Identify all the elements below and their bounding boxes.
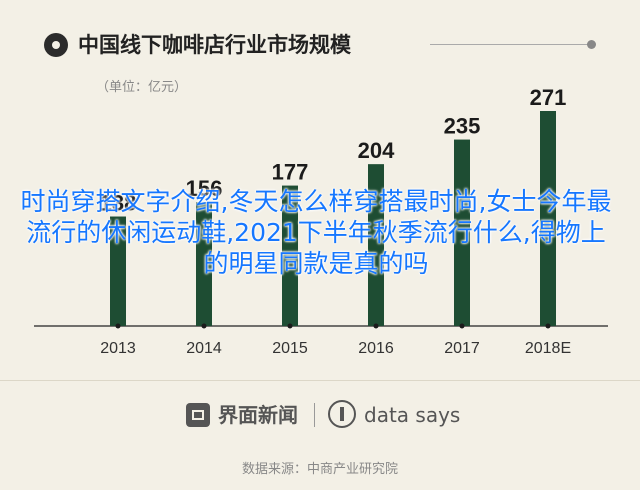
tick-mark-2017: [459, 323, 465, 329]
tick-mark-2016: [373, 323, 379, 329]
bar-2015: [282, 185, 298, 326]
title-row: 中国线下咖啡店行业市场规模: [44, 30, 604, 60]
tick-mark-2013: [115, 323, 121, 329]
title-end-dot: [587, 40, 596, 49]
data-label-2017: 235: [444, 114, 481, 139]
data-label-2013: 138: [100, 191, 137, 216]
tick-label-2017: 2017: [444, 340, 480, 357]
tick-label-2014: 2014: [186, 340, 222, 357]
tick-label-2018E: 2018E: [525, 340, 571, 357]
bar-2017: [454, 139, 470, 326]
overlay-caption: 时尚穿搭文字介绍,冬天怎么样穿搭最时尚,女士今年最流行的休闲运动鞋,2021下半…: [20, 187, 612, 278]
data-label-2018E: 271: [530, 85, 567, 110]
tick-mark-2014: [201, 323, 207, 329]
tick-label-2015: 2015: [272, 340, 308, 357]
tick-label-2013: 2013: [100, 340, 136, 357]
jiemian-logo-icon: [186, 403, 210, 427]
tick-mark-2015: [287, 323, 293, 329]
bar-2014: [196, 202, 212, 326]
target-dot-icon: [44, 33, 68, 57]
source-note: 数据来源：中商产业研究院: [241, 462, 398, 477]
brand-bar: 界面新闻 data says: [186, 399, 486, 433]
data-label-2015: 177: [272, 160, 309, 185]
bar-2013: [110, 216, 126, 326]
bar-chart: 138 2013 156 2014 177 2015 204 2016 235 2017 271 20…: [34, 85, 608, 357]
bar-2018E: [540, 111, 556, 326]
data-label-2014: 156: [186, 176, 223, 201]
footer-divider: [0, 380, 640, 381]
brand-separator: [314, 403, 315, 427]
data-label-2016: 204: [358, 138, 395, 163]
unit-label: （单位：亿元）: [96, 80, 188, 95]
data-says-name: data says: [364, 403, 461, 427]
tick-mark-2018E: [545, 323, 551, 329]
data-says-logo-icon: [328, 400, 356, 428]
bar-2016: [368, 164, 384, 326]
chart-title: 中国线下咖啡店行业市场规模: [78, 33, 351, 57]
title-divider: [430, 44, 590, 45]
tick-label-2016: 2016: [358, 340, 394, 357]
brand-name: 界面新闻: [218, 403, 298, 427]
